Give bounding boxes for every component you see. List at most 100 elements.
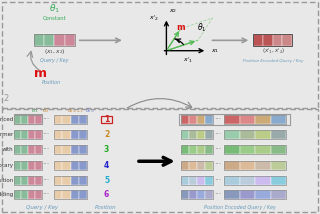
Bar bbox=[54, 190, 87, 199]
Bar bbox=[189, 115, 197, 124]
Bar bbox=[54, 115, 87, 124]
Bar bbox=[224, 190, 240, 199]
Bar bbox=[14, 190, 21, 199]
Bar bbox=[240, 145, 255, 154]
Text: $x_1$: $x_1$ bbox=[211, 47, 219, 55]
Bar bbox=[282, 34, 292, 46]
Text: Position: Position bbox=[95, 205, 116, 210]
Bar bbox=[14, 114, 42, 124]
Text: $\theta_{d/2-1}$: $\theta_{d/2-1}$ bbox=[67, 107, 84, 115]
Bar bbox=[224, 115, 286, 124]
Bar bbox=[224, 176, 286, 185]
Bar bbox=[62, 130, 71, 139]
Text: 2: 2 bbox=[104, 130, 109, 139]
Text: Transformer: Transformer bbox=[0, 132, 13, 137]
Bar bbox=[224, 190, 286, 199]
Bar bbox=[14, 160, 21, 170]
Text: Constant: Constant bbox=[43, 16, 66, 21]
Text: ···: ··· bbox=[43, 145, 50, 154]
Bar bbox=[35, 130, 42, 139]
Text: 2: 2 bbox=[3, 94, 8, 103]
Bar bbox=[44, 34, 54, 46]
Text: ···: ··· bbox=[214, 145, 221, 154]
Bar bbox=[271, 145, 286, 154]
Bar bbox=[181, 130, 213, 139]
Text: $\theta_1$: $\theta_1$ bbox=[31, 106, 38, 115]
Bar bbox=[79, 130, 87, 139]
Text: Position: Position bbox=[0, 178, 13, 183]
Bar bbox=[21, 145, 28, 154]
Bar bbox=[271, 160, 286, 170]
Bar bbox=[189, 190, 197, 199]
Text: Query / Key: Query / Key bbox=[26, 205, 58, 210]
Text: Position: Position bbox=[42, 80, 61, 85]
Bar bbox=[54, 176, 62, 185]
Bar bbox=[71, 160, 79, 170]
Bar bbox=[14, 176, 21, 185]
Bar bbox=[71, 130, 79, 139]
Text: $\mathbf{m}$: $\mathbf{m}$ bbox=[176, 23, 186, 32]
Bar bbox=[14, 176, 42, 185]
Bar bbox=[54, 160, 62, 170]
Text: Enhanced: Enhanced bbox=[0, 117, 13, 122]
Bar bbox=[181, 130, 189, 139]
Bar bbox=[271, 176, 286, 185]
Bar bbox=[14, 115, 42, 124]
Bar bbox=[101, 116, 112, 123]
Text: Rotary: Rotary bbox=[0, 163, 13, 168]
Bar bbox=[205, 145, 213, 154]
Bar bbox=[79, 145, 87, 154]
Text: Embedding: Embedding bbox=[0, 192, 13, 197]
Bar bbox=[224, 145, 240, 154]
Bar bbox=[54, 160, 87, 170]
Bar bbox=[54, 190, 62, 199]
Text: $(x_1, x_2)$: $(x_1, x_2)$ bbox=[44, 47, 65, 56]
Bar bbox=[181, 190, 189, 199]
Bar bbox=[197, 190, 205, 199]
Text: ···: ··· bbox=[43, 115, 50, 124]
Bar bbox=[62, 160, 71, 170]
Bar bbox=[62, 115, 71, 124]
Bar bbox=[181, 190, 213, 199]
Bar bbox=[253, 34, 263, 46]
Bar bbox=[14, 130, 21, 139]
Bar bbox=[255, 160, 271, 170]
Bar bbox=[240, 176, 255, 185]
Bar bbox=[179, 114, 290, 125]
Text: ···: ··· bbox=[214, 190, 221, 199]
Bar bbox=[35, 115, 42, 124]
Text: $\theta_2$: $\theta_2$ bbox=[42, 106, 49, 115]
Bar bbox=[65, 34, 75, 46]
Text: 3: 3 bbox=[104, 145, 109, 154]
Bar bbox=[79, 176, 87, 185]
Text: Position Encoded Query / Key: Position Encoded Query / Key bbox=[243, 59, 304, 63]
Bar bbox=[71, 176, 79, 185]
Bar bbox=[28, 145, 35, 154]
Text: ···: ··· bbox=[214, 160, 221, 169]
Bar bbox=[71, 145, 79, 154]
Bar bbox=[240, 130, 255, 139]
Bar bbox=[54, 145, 62, 154]
Text: ···: ··· bbox=[214, 176, 221, 185]
Bar bbox=[240, 160, 255, 170]
Bar bbox=[224, 160, 286, 170]
Bar bbox=[62, 190, 71, 199]
Bar bbox=[240, 190, 255, 199]
Bar bbox=[28, 176, 35, 185]
Bar bbox=[181, 176, 189, 185]
Bar bbox=[79, 190, 87, 199]
Bar bbox=[181, 145, 213, 154]
Bar bbox=[28, 130, 35, 139]
Bar bbox=[205, 115, 213, 124]
Bar bbox=[205, 176, 213, 185]
Bar bbox=[255, 145, 271, 154]
Bar bbox=[21, 160, 28, 170]
Bar bbox=[197, 176, 205, 185]
Bar bbox=[181, 115, 213, 124]
Bar bbox=[205, 190, 213, 199]
Text: with: with bbox=[2, 147, 13, 152]
Bar bbox=[62, 176, 71, 185]
Bar bbox=[21, 190, 28, 199]
Text: 1: 1 bbox=[104, 115, 109, 124]
Text: $\theta_1$: $\theta_1$ bbox=[197, 21, 206, 34]
